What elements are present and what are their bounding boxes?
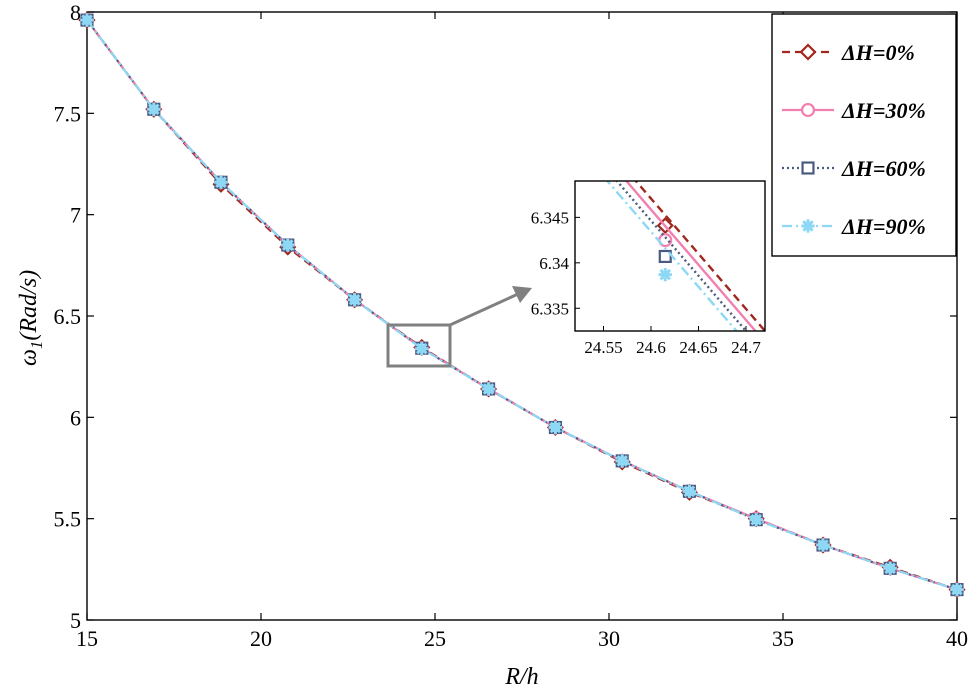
x-axis-title: R/h: [504, 664, 538, 690]
inset-series-line: [634, 181, 765, 331]
legend-label: ΔH=0%: [841, 40, 915, 65]
inset-y-tick-label: 6.335: [531, 299, 569, 318]
inset-axis-ticks: 24.55 24.6 24.65 24.7 6.335 6.34 6.345: [531, 208, 762, 357]
data-point: [281, 238, 295, 252]
x-tick-label: 40: [946, 626, 968, 651]
inset-y-tick-label: 6.34: [539, 254, 569, 273]
legend: ΔH=0% ΔH=30% ΔH=60% ΔH=90%: [771, 13, 957, 257]
inset-series-line: [615, 181, 747, 331]
inset-y-tick-label: 6.345: [531, 208, 569, 227]
legend-marker: [801, 219, 815, 233]
data-point: [481, 382, 496, 396]
y-axis-title-sub: 1: [27, 341, 46, 350]
y-tick-label: 5.5: [54, 507, 82, 532]
legend-items: ΔH=0% ΔH=30% ΔH=60% ΔH=90%: [782, 40, 926, 239]
inset-frame: [574, 180, 766, 332]
data-point: [147, 102, 161, 116]
legend-marker: [799, 43, 817, 61]
legend-label: ΔH=90%: [841, 214, 926, 239]
data-point: [749, 513, 763, 527]
svg-text:ω1(Rad/s): ω1(Rad/s): [16, 270, 46, 366]
data-point: [415, 341, 429, 356]
main-series-group: [78, 11, 966, 599]
main-axis-ticks: 15 20 25 30 35 40 5 5.5 6 6.5 7 7.5 8: [54, 0, 969, 651]
data-point: [80, 13, 94, 27]
zoom-region-box: [386, 323, 452, 368]
y-tick-label: 5: [70, 608, 81, 633]
data-point: [883, 561, 897, 575]
series-3: [80, 13, 964, 597]
inset-x-tick-label: 24.6: [636, 338, 666, 357]
legend-marker: [800, 102, 816, 118]
y-axis-title: ω1(Rad/s): [16, 270, 46, 366]
legend-marker: [801, 161, 815, 175]
y-tick-label: 7.5: [54, 101, 82, 126]
x-tick-label: 25: [424, 626, 446, 651]
y-tick-label: 6: [70, 405, 81, 430]
data-point: [214, 175, 228, 189]
inset-series-line: [624, 181, 757, 331]
legend-item: ΔH=30%: [782, 98, 926, 123]
data-point: [615, 454, 629, 468]
y-axis-title-rest: (Rad/s): [16, 270, 42, 341]
data-point: [548, 420, 563, 435]
inset-x-tick-label: 24.55: [584, 338, 622, 357]
inset-series-2: [615, 181, 747, 331]
zoom-arrow-head: [512, 286, 532, 303]
main-plot: 15 20 25 30 35 40 5 5.5 6 6.5 7 7.5 8 R/h ω1(Rad/s): [16, 0, 968, 690]
inset-data-point: [658, 249, 672, 264]
zoom-indicator: [386, 286, 532, 368]
legend-item: ΔH=0%: [782, 40, 915, 65]
inset-data-point: [658, 267, 672, 282]
data-point: [682, 484, 697, 498]
inset-x-tick-label: 24.65: [679, 338, 717, 357]
inset-series-line: [605, 181, 738, 331]
y-tick-label: 6.5: [54, 304, 82, 329]
y-axis-title-main: ω: [16, 349, 42, 366]
inset-plot: 24.55 24.6 24.65 24.7 6.335 6.34 6.345: [531, 180, 766, 357]
zoom-arrow-line: [449, 292, 519, 327]
x-tick-label: 20: [250, 626, 272, 651]
inset-series-3: [605, 181, 738, 331]
data-point: [347, 293, 362, 307]
x-tick-label: 35: [772, 626, 794, 651]
x-tick-label: 30: [598, 626, 620, 651]
y-tick-label: 8: [70, 0, 81, 25]
data-point: [816, 538, 830, 552]
legend-label: ΔH=30%: [841, 98, 926, 123]
legend-item: ΔH=90%: [782, 214, 926, 239]
legend-label: ΔH=60%: [841, 156, 926, 181]
legend-item: ΔH=60%: [782, 156, 926, 181]
inset-series-group: [605, 181, 765, 331]
y-tick-label: 7: [70, 203, 81, 228]
x-tick-label: 15: [76, 626, 98, 651]
inset-x-tick-label: 24.7: [731, 338, 761, 357]
data-point: [950, 582, 964, 597]
series-line: [86, 19, 958, 591]
